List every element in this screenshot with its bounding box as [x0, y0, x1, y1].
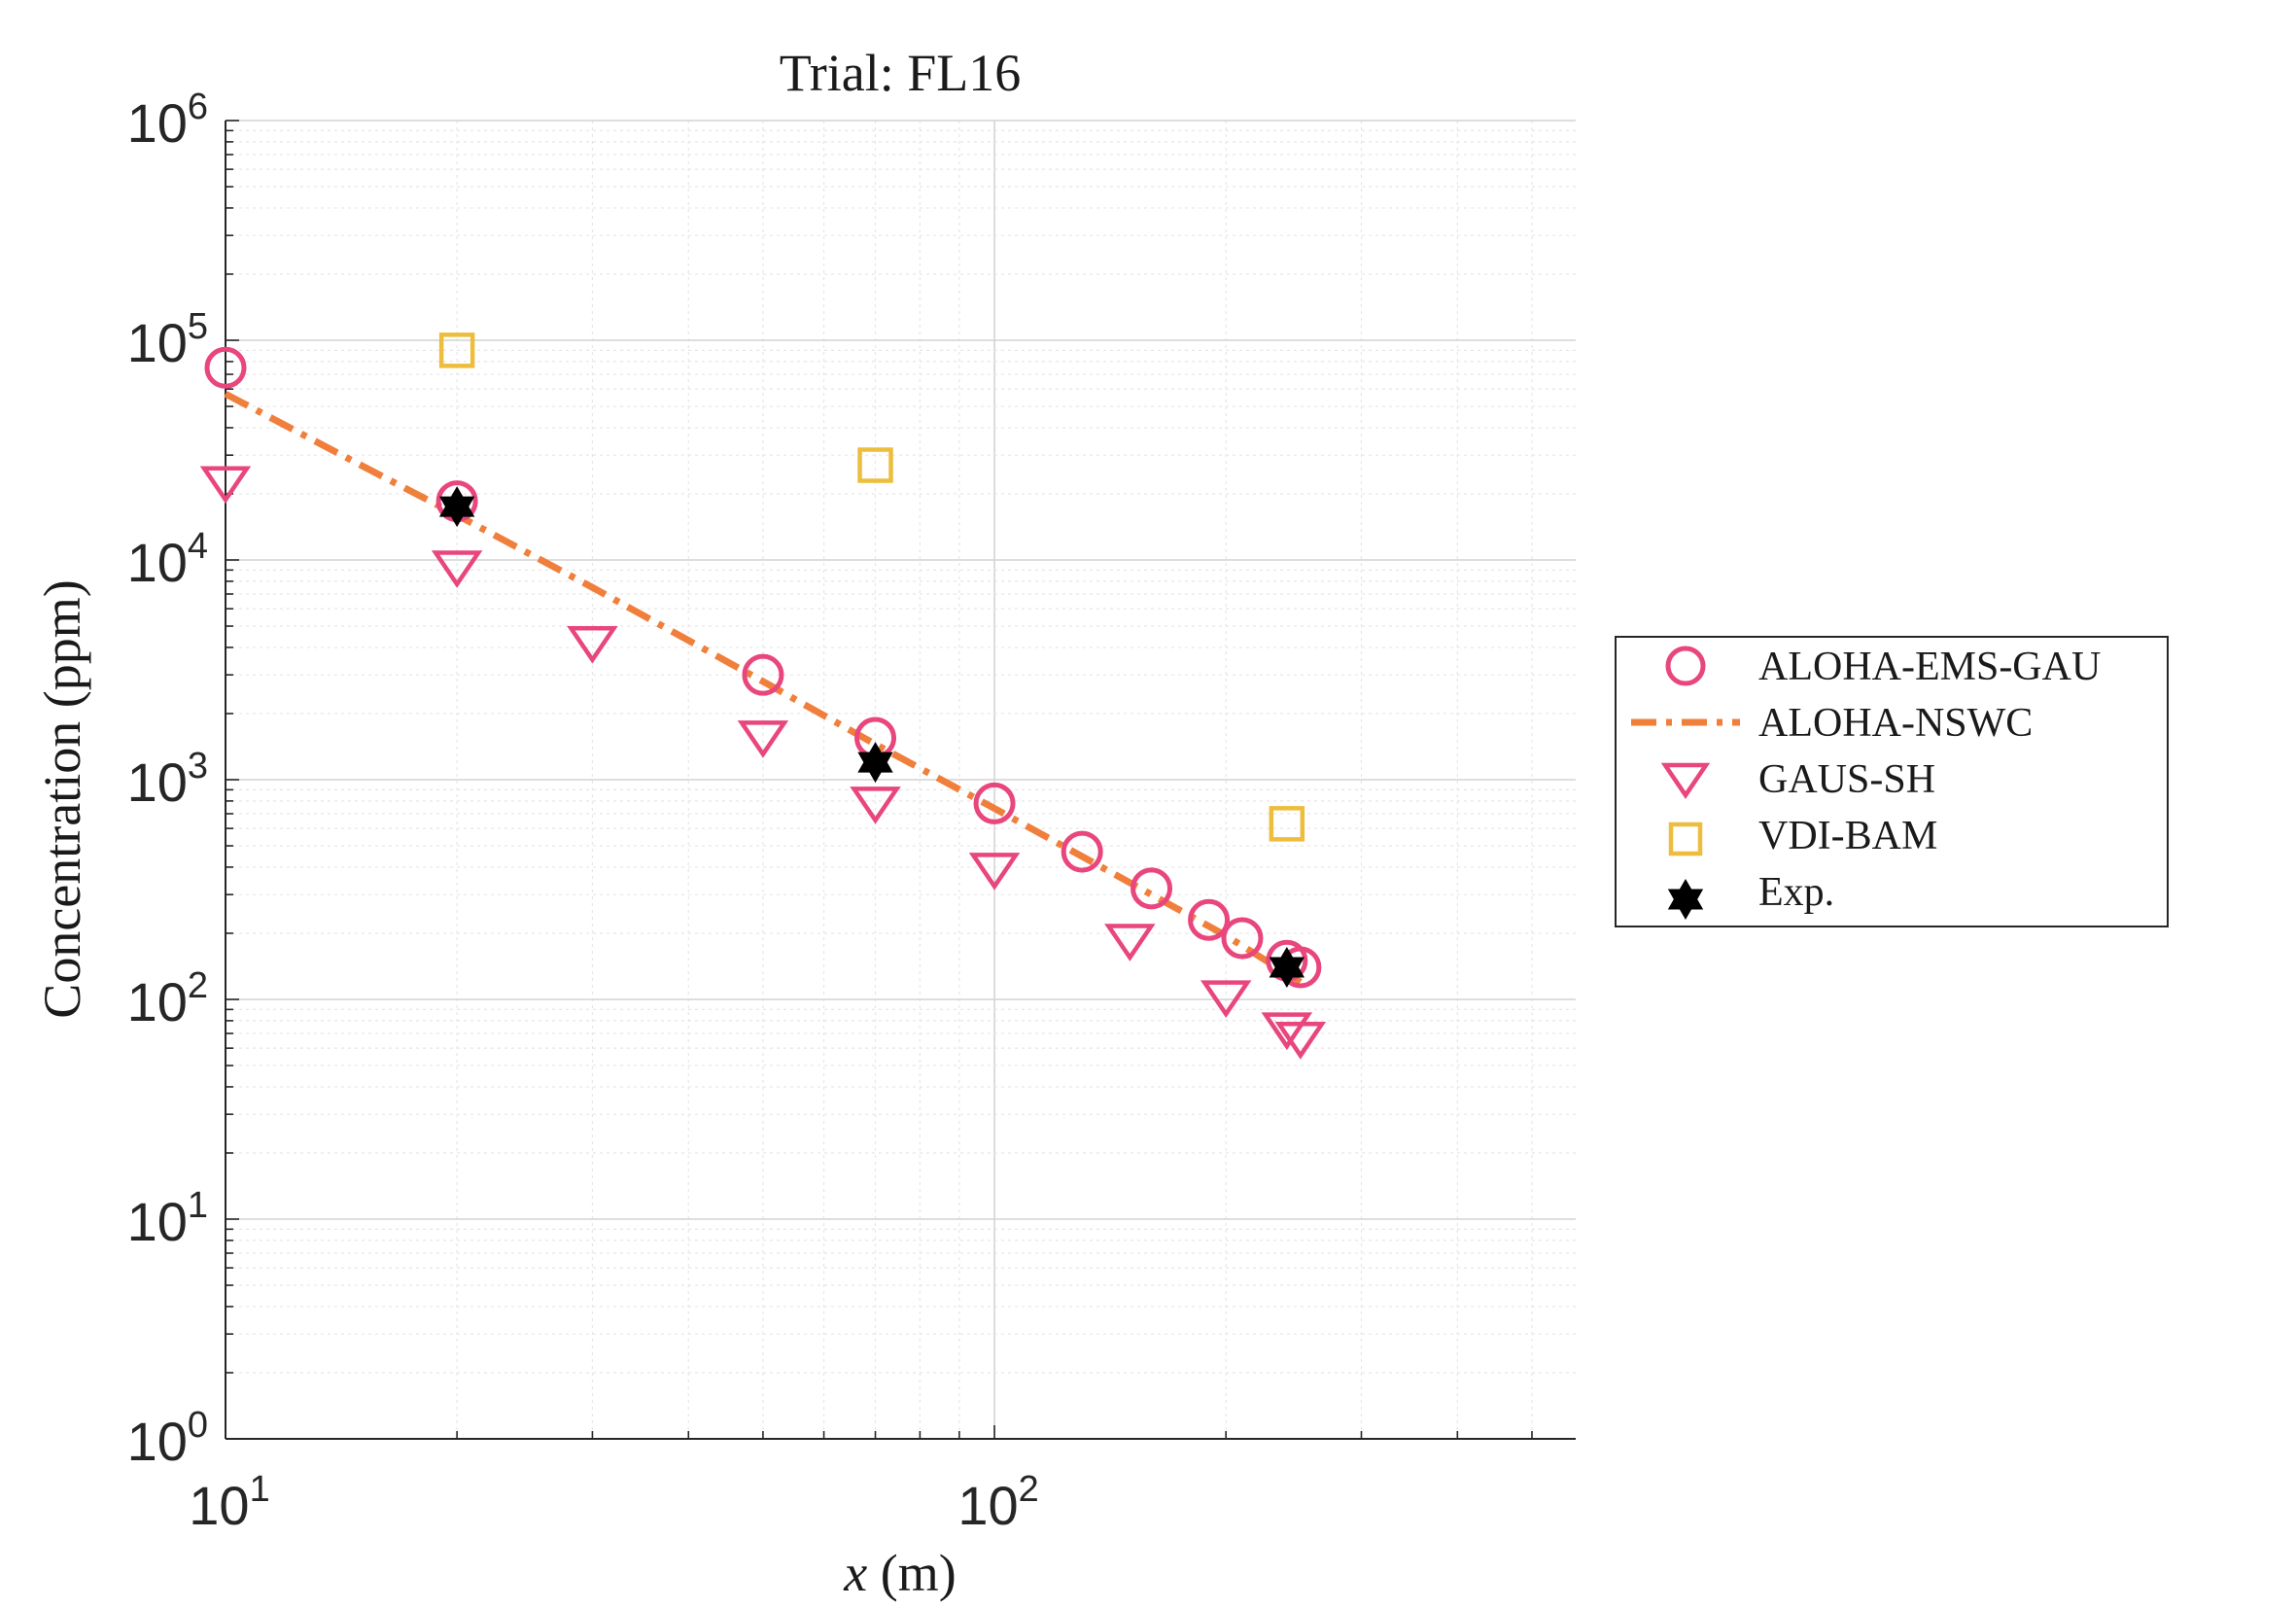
data-point-triangle [199, 466, 252, 505]
y-tick-label-exp: 1 [188, 1185, 208, 1226]
legend-label: ALOHA-NSWC [1758, 701, 2033, 746]
legend-label: Exp. [1758, 870, 1834, 915]
series-gaus-sh [199, 466, 1327, 1060]
legend-label: ALOHA-EMS-GAU [1758, 645, 2101, 689]
legend-marker-square [1668, 821, 1703, 856]
x-tick-label: 101 [189, 1469, 269, 1536]
data-point-circle [1188, 898, 1231, 941]
x-axis-label: x (m) [843, 1544, 956, 1602]
data-point-star [438, 486, 475, 528]
y-tick-label-base: 10 [127, 312, 188, 373]
y-tick-label: 104 [127, 526, 208, 593]
data-point-triangle [968, 853, 1021, 891]
data-point-circle [1061, 830, 1103, 873]
x-axis-label-unit: (m) [867, 1544, 956, 1602]
y-tick-label-base: 10 [127, 92, 188, 154]
y-tick-label: 106 [127, 87, 208, 154]
y-tick-label: 105 [127, 306, 208, 373]
x-tick-label-base: 10 [189, 1475, 249, 1536]
data-point-triangle [1104, 924, 1156, 961]
x-tick-label-exp: 2 [1019, 1469, 1039, 1510]
y-tick-label-base: 10 [127, 1191, 188, 1252]
legend-label: VDI-BAM [1758, 814, 1937, 858]
legend-label: GAUS-SH [1758, 757, 1935, 802]
legend-item: ALOHA-NSWC [1631, 701, 2033, 746]
data-point-circle [1131, 867, 1173, 910]
legend-marker-triangle [1660, 762, 1711, 799]
data-point-triangle [737, 720, 789, 758]
y-tick-label: 100 [127, 1405, 208, 1472]
x-axis-label-var: x [843, 1544, 867, 1602]
y-tick-label-base: 10 [127, 532, 188, 593]
data-point-triangle [850, 787, 901, 824]
data-point-triangle [1200, 980, 1252, 1019]
y-tick-label: 101 [127, 1185, 208, 1252]
x-tick-label-base: 10 [957, 1475, 1018, 1536]
series-layer [199, 332, 1327, 1060]
series-exp- [438, 486, 1305, 988]
legend-item: GAUS-SH [1660, 757, 1935, 802]
y-tick-label-exp: 3 [188, 746, 208, 787]
y-tick-label-base: 10 [127, 971, 188, 1032]
y-tick-label-exp: 4 [188, 526, 208, 567]
data-point-triangle [1274, 1022, 1327, 1060]
series-aloha-nswc [224, 391, 1303, 986]
data-point-triangle [1261, 1012, 1313, 1051]
legend-marker-star [1667, 879, 1704, 920]
y-tick-label: 102 [127, 965, 208, 1032]
data-point-circle [973, 782, 1016, 824]
data-point-circle [1221, 917, 1264, 960]
y-tick-label-exp: 5 [188, 306, 208, 347]
chart-title: Trial: FL16 [780, 44, 1022, 102]
data-point-circle [204, 346, 247, 389]
data-point-square [1269, 806, 1305, 842]
series-line [224, 391, 1303, 986]
y-tick-label-exp: 0 [188, 1405, 208, 1446]
y-tick-label-exp: 6 [188, 87, 208, 127]
legend-item: VDI-BAM [1668, 814, 1937, 858]
y-axis-label: Concentration (ppm) [33, 579, 91, 1018]
y-tick-label-base: 10 [127, 1411, 188, 1472]
legend-item: ALOHA-EMS-GAU [1665, 645, 2101, 689]
series-vdi-bam [438, 332, 1305, 842]
data-point-triangle [431, 550, 483, 588]
y-tick-label-base: 10 [127, 752, 188, 813]
x-tick-label: 102 [957, 1469, 1038, 1536]
data-point-square [857, 447, 893, 483]
y-tick-label: 103 [127, 746, 208, 813]
grid-layer [225, 120, 1576, 1440]
legend: ALOHA-EMS-GAU ALOHA-NSWC GAUS-SH VDI-BAM Exp… [1615, 636, 2169, 927]
y-tick-label-exp: 2 [188, 965, 208, 1006]
data-point-circle [742, 653, 784, 696]
legend-marker-circle [1665, 646, 1706, 686]
legend-box [1615, 636, 2169, 927]
x-tick-label-exp: 1 [250, 1469, 270, 1510]
data-point-star [1269, 946, 1305, 988]
data-point-triangle [567, 626, 618, 664]
legend-item: Exp. [1667, 870, 1834, 920]
data-point-star [857, 742, 893, 784]
data-point-square [438, 332, 475, 368]
